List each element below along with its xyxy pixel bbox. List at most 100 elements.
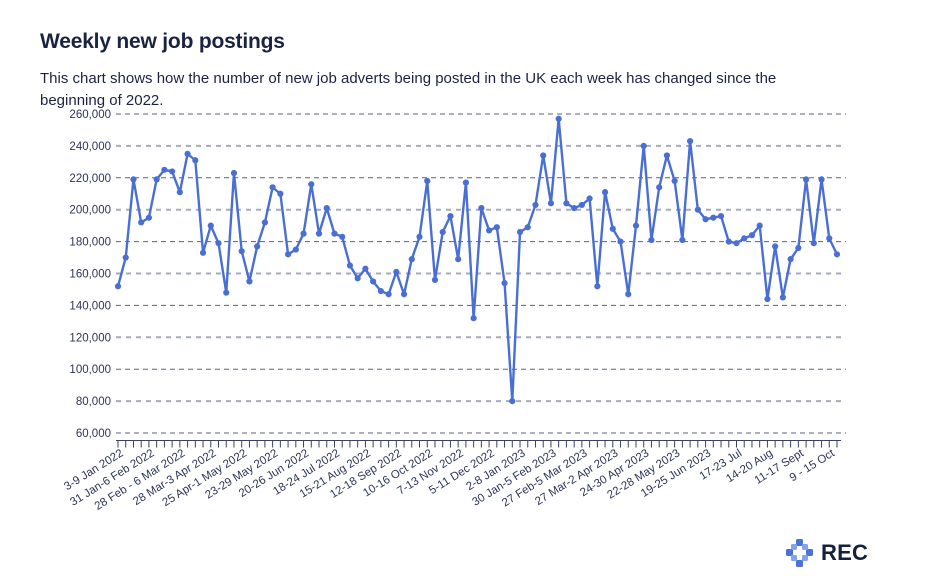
- data-point: [408, 256, 415, 263]
- data-point: [161, 166, 168, 173]
- data-point: [145, 214, 153, 221]
- data-point: [478, 205, 485, 212]
- data-point: [810, 240, 817, 247]
- data-point: [748, 232, 756, 239]
- data-point: [540, 152, 547, 159]
- data-point: [547, 200, 555, 207]
- data-point: [594, 283, 601, 290]
- data-point: [470, 315, 477, 322]
- data-point: [223, 289, 230, 296]
- data-point: [416, 233, 423, 240]
- data-point: [261, 219, 268, 226]
- data-point: [331, 230, 338, 237]
- data-point: [215, 240, 222, 247]
- data-point: [532, 201, 539, 209]
- data-point: [238, 248, 245, 255]
- data-point: [130, 176, 137, 183]
- y-tick-label: 140,000: [69, 300, 111, 312]
- data-point: [354, 275, 361, 282]
- data-point: [385, 291, 392, 298]
- data-point: [741, 235, 748, 242]
- y-tick-label: 80,000: [76, 396, 111, 408]
- data-point: [632, 222, 640, 229]
- data-point: [826, 235, 833, 242]
- data-point: [648, 236, 655, 244]
- data-point: [772, 243, 779, 250]
- data-point: [377, 287, 384, 295]
- data-point: [308, 181, 315, 188]
- data-point: [315, 230, 323, 237]
- y-tick-label: 180,000: [69, 237, 111, 249]
- rec-diamond-dots-icon: [786, 539, 813, 567]
- data-point: [725, 238, 732, 245]
- data-point: [586, 195, 593, 202]
- data-point: [756, 222, 763, 229]
- data-point: [447, 212, 454, 220]
- data-point: [455, 256, 462, 263]
- data-point: [230, 169, 238, 177]
- data-point: [300, 230, 307, 237]
- rec-logo: REC: [786, 536, 868, 570]
- data-point: [323, 205, 330, 212]
- data-point: [779, 294, 786, 301]
- data-point: [439, 228, 446, 236]
- series-line: [116, 117, 839, 403]
- y-tick-label: 160,000: [69, 269, 111, 281]
- data-point: [524, 224, 531, 231]
- data-point: [833, 251, 841, 258]
- data-point: [346, 262, 354, 269]
- data-point: [246, 278, 253, 285]
- data-point: [393, 268, 400, 276]
- data-point: [625, 291, 632, 298]
- data-point: [601, 189, 609, 196]
- data-point: [431, 276, 439, 283]
- y-tick-label: 240,000: [69, 141, 111, 153]
- data-point: [192, 157, 199, 164]
- data-point: [207, 222, 214, 229]
- data-point: [802, 176, 810, 183]
- data-point: [656, 184, 663, 191]
- y-tick-label: 120,000: [69, 332, 111, 344]
- data-point: [277, 190, 284, 197]
- data-point: [694, 206, 701, 213]
- data-point: [516, 228, 524, 236]
- data-point: [555, 115, 562, 122]
- data-point: [733, 240, 740, 247]
- data-point: [663, 152, 671, 159]
- y-tick-label: 260,000: [69, 109, 111, 121]
- data-point: [114, 283, 122, 290]
- data-point: [184, 150, 191, 157]
- data-point: [493, 224, 500, 231]
- data-point: [571, 205, 578, 212]
- y-tick-label: 60,000: [76, 428, 111, 440]
- data-point: [462, 179, 470, 186]
- data-point: [176, 189, 183, 196]
- data-point: [169, 168, 176, 175]
- chart-subtitle: This chart shows how the number of new j…: [40, 70, 777, 109]
- data-point: [339, 233, 346, 240]
- data-point: [640, 142, 647, 149]
- data-point: [362, 265, 369, 272]
- data-point: [710, 214, 717, 221]
- data-point: [284, 251, 292, 258]
- data-point: [501, 279, 508, 287]
- rec-logo-text: REC: [821, 540, 869, 565]
- data-point: [485, 227, 493, 234]
- data-point: [795, 244, 802, 252]
- data-point: [254, 243, 261, 250]
- data-point: [787, 256, 794, 263]
- data-point: [509, 398, 516, 405]
- data-point: [292, 246, 299, 253]
- data-point: [679, 236, 686, 244]
- data-point: [671, 177, 678, 185]
- data-point: [199, 249, 207, 256]
- data-point: [138, 219, 145, 226]
- data-point: [269, 184, 276, 191]
- y-tick-label: 100,000: [69, 364, 111, 376]
- data-point: [370, 278, 377, 285]
- data-point: [563, 200, 570, 207]
- data-point: [424, 177, 431, 185]
- data-point: [153, 176, 160, 183]
- data-point: [609, 225, 616, 232]
- page-title: Weekly new job postings: [40, 30, 285, 54]
